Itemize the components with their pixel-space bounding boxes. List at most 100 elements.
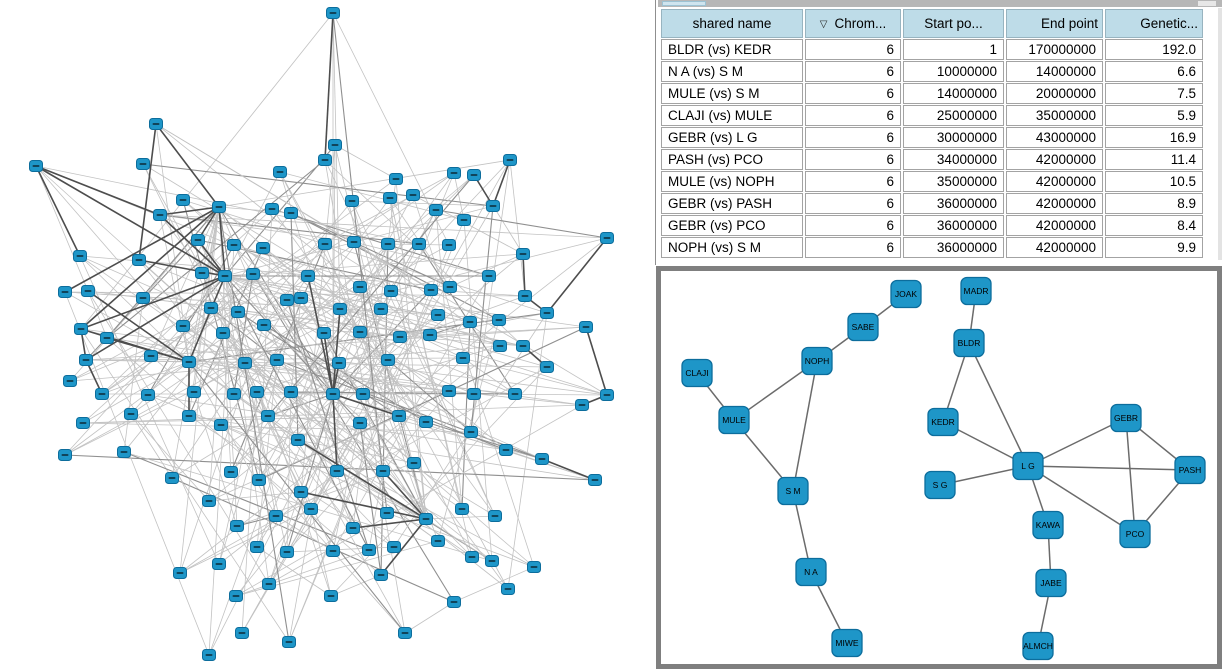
network-node[interactable] [383, 192, 397, 204]
network-node[interactable] [353, 326, 367, 338]
table-row[interactable]: CLAJI (vs) MULE 6 25000000 35000000 5.9 [661, 105, 1203, 126]
network-node[interactable] [353, 281, 367, 293]
column-header-start-po-[interactable]: Start po... [903, 9, 1004, 38]
table-cell[interactable]: 30000000 [903, 127, 1004, 148]
network-node[interactable] [419, 416, 433, 428]
network-node[interactable] [212, 558, 226, 570]
table-cell[interactable]: 11.4 [1105, 149, 1203, 170]
table-cell[interactable]: N A (vs) S M [661, 61, 803, 82]
network-node[interactable] [273, 166, 287, 178]
network-node[interactable] [176, 194, 190, 206]
table-cell[interactable]: 42000000 [1006, 149, 1103, 170]
network-node[interactable] [540, 307, 554, 319]
scrollbar-endcap[interactable] [1198, 1, 1216, 6]
network-node[interactable] [362, 544, 376, 556]
network-node[interactable] [246, 268, 260, 280]
network-node[interactable] [250, 541, 264, 553]
network-node[interactable] [182, 410, 196, 422]
network-node[interactable] [294, 292, 308, 304]
table-cell[interactable]: 8.4 [1105, 215, 1203, 236]
network-node[interactable] [518, 290, 532, 302]
network-node[interactable] [29, 160, 43, 172]
network-node[interactable] [457, 214, 471, 226]
network-node[interactable] [173, 567, 187, 579]
network-node[interactable] [282, 636, 296, 648]
table-cell[interactable]: 25000000 [903, 105, 1004, 126]
subnetwork-node-SABE[interactable]: SABE [847, 312, 879, 342]
network-node[interactable] [318, 154, 332, 166]
network-node[interactable] [291, 434, 305, 446]
network-node[interactable] [332, 357, 346, 369]
network-node[interactable] [252, 474, 266, 486]
filter-icon[interactable]: ▽ [819, 19, 828, 30]
network-node[interactable] [455, 503, 469, 515]
table-cell[interactable]: 9.9 [1105, 237, 1203, 258]
subnetwork-node-JABE[interactable]: JABE [1035, 568, 1067, 598]
network-node[interactable] [330, 465, 344, 477]
network-node[interactable] [346, 522, 360, 534]
network-node[interactable] [73, 250, 87, 262]
network-node[interactable] [58, 286, 72, 298]
network-node[interactable] [431, 309, 445, 321]
network-node[interactable] [353, 417, 367, 429]
network-node[interactable] [212, 201, 226, 213]
network-node[interactable] [393, 331, 407, 343]
table-cell[interactable]: 42000000 [1006, 171, 1103, 192]
table-cell[interactable]: MULE (vs) NOPH [661, 171, 803, 192]
subnetwork-node-MADR[interactable]: MADR [960, 276, 992, 306]
network-node[interactable] [218, 270, 232, 282]
network-node[interactable] [280, 546, 294, 558]
subnetwork-node-LG[interactable]: L G [1012, 451, 1044, 481]
network-node[interactable] [501, 583, 515, 595]
network-node[interactable] [356, 388, 370, 400]
network-node[interactable] [442, 385, 456, 397]
subnetwork-node-NOPH[interactable]: NOPH [801, 346, 833, 376]
network-node[interactable] [324, 590, 338, 602]
network-node[interactable] [464, 426, 478, 438]
network-node[interactable] [202, 495, 216, 507]
network-node[interactable] [516, 248, 530, 260]
table-cell[interactable]: 6 [805, 215, 901, 236]
network-node[interactable] [144, 350, 158, 362]
network-node[interactable] [153, 209, 167, 221]
table-vertical-scrollbar[interactable] [1218, 8, 1222, 260]
network-node[interactable] [419, 513, 433, 525]
table-cell[interactable]: 35000000 [903, 171, 1004, 192]
network-node[interactable] [284, 207, 298, 219]
table-cell[interactable]: 35000000 [1006, 105, 1103, 126]
table-cell[interactable]: 170000000 [1006, 39, 1103, 60]
subnetwork-node-GEBR[interactable]: GEBR [1110, 403, 1142, 433]
table-cell[interactable]: 43000000 [1006, 127, 1103, 148]
network-node[interactable] [485, 555, 499, 567]
network-node[interactable] [381, 238, 395, 250]
network-node[interactable] [326, 388, 340, 400]
network-node[interactable] [345, 195, 359, 207]
table-cell[interactable]: 34000000 [903, 149, 1004, 170]
table-cell[interactable]: 5.9 [1105, 105, 1203, 126]
table-row[interactable]: GEBR (vs) PCO 6 36000000 42000000 8.4 [661, 215, 1203, 236]
network-node[interactable] [575, 399, 589, 411]
network-node[interactable] [407, 457, 421, 469]
table-cell[interactable]: 6.6 [1105, 61, 1203, 82]
table-cell[interactable]: 1 [903, 39, 1004, 60]
network-node[interactable] [141, 389, 155, 401]
network-node[interactable] [447, 167, 461, 179]
table-cell[interactable]: 192.0 [1105, 39, 1203, 60]
network-node[interactable] [465, 551, 479, 563]
network-node[interactable] [235, 627, 249, 639]
subnetwork-node-NA[interactable]: N A [795, 557, 827, 587]
subnetwork-node-BLDR[interactable]: BLDR [953, 328, 985, 358]
table-row[interactable]: GEBR (vs) PASH 6 36000000 42000000 8.9 [661, 193, 1203, 214]
network-node[interactable] [76, 417, 90, 429]
network-node[interactable] [376, 465, 390, 477]
subnetwork-edge-LG-PCO[interactable] [1027, 465, 1136, 535]
network-node[interactable] [261, 410, 275, 422]
network-node[interactable] [132, 254, 146, 266]
table-cell[interactable]: BLDR (vs) KEDR [661, 39, 803, 60]
network-node[interactable] [257, 319, 271, 331]
network-node[interactable] [412, 238, 426, 250]
table-cell[interactable]: NOPH (vs) S M [661, 237, 803, 258]
network-node[interactable] [317, 327, 331, 339]
table-row[interactable]: BLDR (vs) KEDR 6 1 170000000 192.0 [661, 39, 1203, 60]
table-row[interactable]: NOPH (vs) S M 6 36000000 42000000 9.9 [661, 237, 1203, 258]
